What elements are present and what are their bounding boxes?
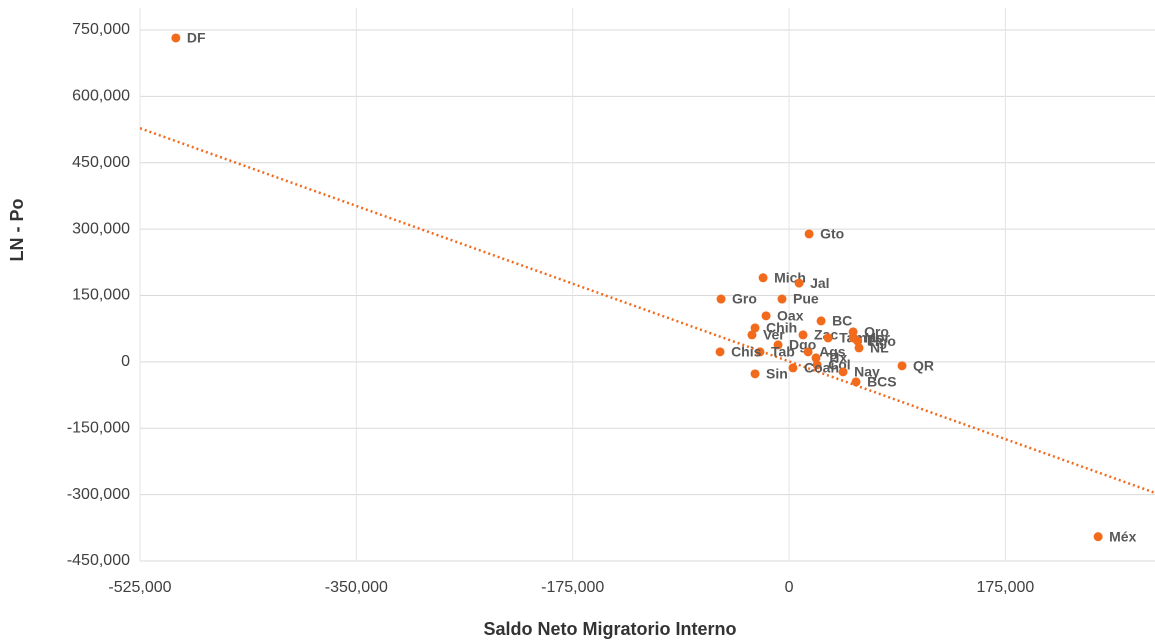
point [715, 347, 725, 357]
x-tick-label: -350,000 [325, 579, 388, 596]
point [777, 294, 787, 304]
point [171, 33, 181, 43]
point [1093, 532, 1103, 542]
point-label: Tlx [827, 350, 847, 366]
point-label: Sin [766, 366, 788, 382]
point-label: Chih [766, 320, 797, 336]
x-axis-label: Saldo Neto Migratorio Interno [483, 619, 736, 639]
point [897, 361, 907, 371]
y-axis-label: LN - Po [7, 199, 27, 262]
point-label: Hgo [869, 333, 896, 349]
point-label: Oax [777, 308, 804, 324]
point-label: Qro [864, 324, 889, 340]
point-label: BC [832, 313, 852, 329]
y-tick-label: 150,000 [72, 287, 130, 304]
point-label: Tamps [839, 330, 883, 346]
y-tick-label: 0 [121, 353, 130, 370]
point-label: Coah [804, 360, 839, 376]
point-label: Mor [864, 330, 890, 346]
y-tick-label: -300,000 [67, 486, 130, 503]
x-tick-label: -525,000 [108, 579, 171, 596]
point-label: Chis [731, 344, 762, 360]
point-label: QR [913, 358, 934, 374]
point [798, 330, 808, 340]
point [851, 377, 861, 387]
point [854, 343, 864, 353]
point [758, 273, 768, 283]
point [750, 369, 760, 379]
point-label: Jal [810, 275, 829, 291]
y-tick-label: -450,000 [67, 552, 130, 569]
y-tick-label: 750,000 [72, 21, 130, 38]
point [811, 353, 821, 363]
point [747, 330, 757, 340]
point [761, 311, 771, 321]
x-tick-label: 175,000 [976, 579, 1034, 596]
point [816, 316, 826, 326]
point [773, 340, 783, 350]
point-label: Tab [771, 344, 795, 360]
y-tick-label: 450,000 [72, 154, 130, 171]
point [804, 229, 814, 239]
point [838, 367, 848, 377]
point [755, 347, 765, 357]
point-label: Gro [732, 291, 757, 307]
point-label: Gto [820, 226, 844, 242]
point-label: Pue [793, 291, 819, 307]
point-label: DF [187, 30, 206, 46]
y-tick-label: 600,000 [72, 88, 130, 105]
point-label: BCS [867, 374, 897, 390]
point-label: Nay [854, 364, 880, 380]
y-tick-label: 300,000 [72, 220, 130, 237]
point-label: Ags [819, 344, 846, 360]
y-tick-label: -150,000 [67, 419, 130, 436]
point [853, 336, 863, 346]
point [794, 278, 804, 288]
x-tick-label: -175,000 [541, 579, 604, 596]
trendline [140, 127, 1155, 495]
x-tick-label: 0 [785, 579, 794, 596]
point [788, 363, 798, 373]
point-label: NL [870, 340, 889, 356]
point [716, 294, 726, 304]
point [823, 333, 833, 343]
point [812, 360, 822, 370]
point [750, 323, 760, 333]
point-label: Méx [1109, 528, 1136, 544]
point [803, 347, 813, 357]
point-label: Ver [763, 327, 785, 343]
